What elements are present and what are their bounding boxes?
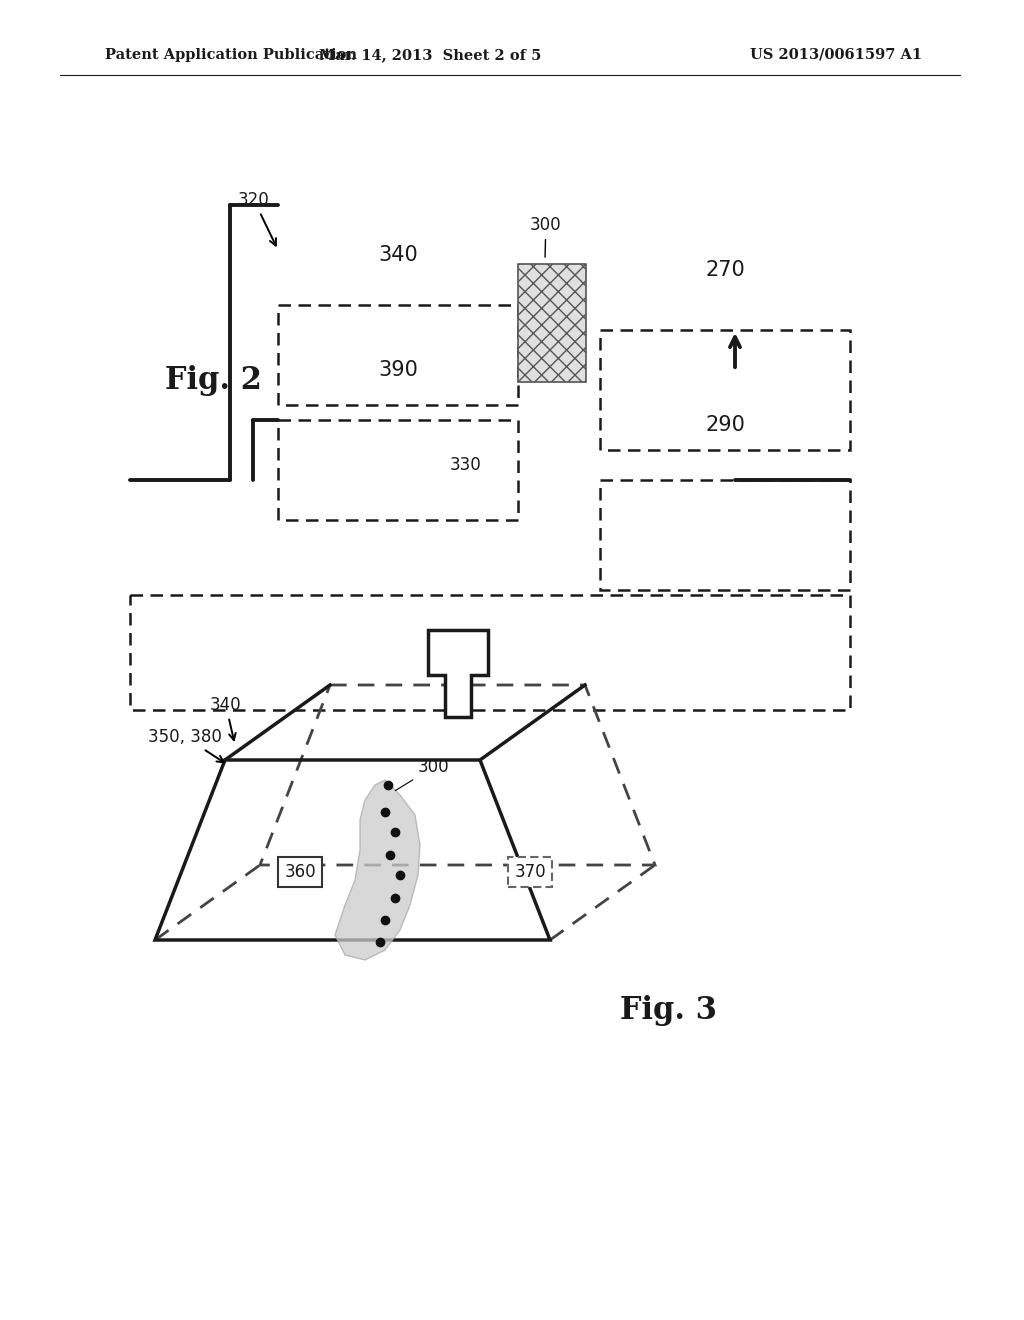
Polygon shape bbox=[427, 630, 487, 717]
Text: 340: 340 bbox=[378, 246, 418, 265]
Bar bbox=[518, 264, 586, 381]
Text: 350, 380: 350, 380 bbox=[148, 729, 224, 763]
Text: 370: 370 bbox=[514, 863, 546, 880]
Text: 300: 300 bbox=[395, 758, 450, 791]
Text: 360: 360 bbox=[285, 863, 315, 880]
Text: 390: 390 bbox=[378, 360, 418, 380]
Text: 300: 300 bbox=[530, 216, 561, 257]
Bar bbox=[600, 330, 850, 450]
Text: 290: 290 bbox=[706, 414, 744, 436]
Text: 320: 320 bbox=[238, 191, 275, 246]
Text: 330: 330 bbox=[450, 455, 481, 474]
Text: Fig. 3: Fig. 3 bbox=[620, 994, 717, 1026]
Bar bbox=[600, 480, 850, 590]
Text: 270: 270 bbox=[706, 260, 744, 280]
Text: Fig. 2: Fig. 2 bbox=[165, 364, 262, 396]
Bar bbox=[130, 595, 850, 710]
Polygon shape bbox=[335, 780, 420, 960]
Text: Mar. 14, 2013  Sheet 2 of 5: Mar. 14, 2013 Sheet 2 of 5 bbox=[318, 48, 542, 62]
Bar bbox=[278, 305, 518, 405]
Text: US 2013/0061597 A1: US 2013/0061597 A1 bbox=[750, 48, 923, 62]
Text: 340: 340 bbox=[210, 696, 242, 741]
Bar bbox=[278, 420, 518, 520]
Text: Patent Application Publication: Patent Application Publication bbox=[105, 48, 357, 62]
